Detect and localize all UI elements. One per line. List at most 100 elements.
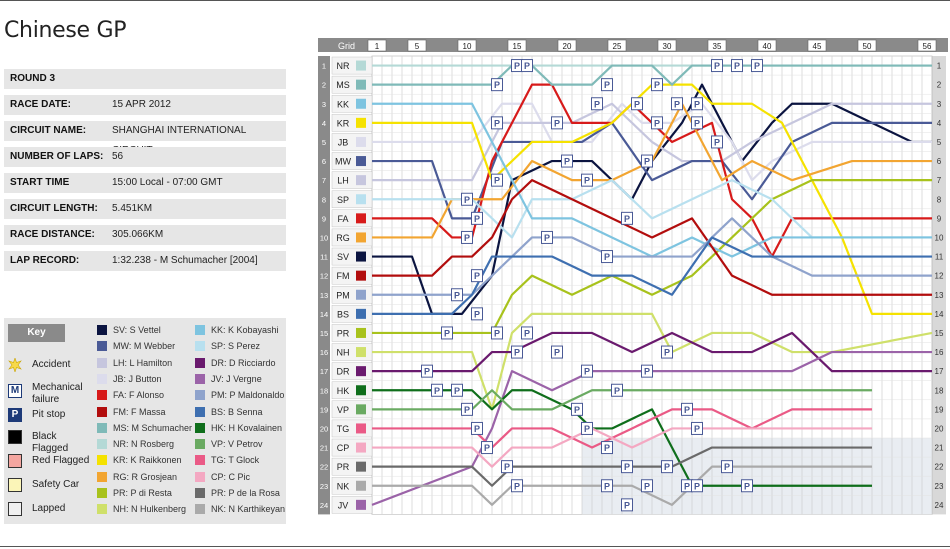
driver-color-swatch <box>97 504 107 515</box>
position-number-right: 23 <box>935 482 944 491</box>
info-row: CIRCUIT NAME:SHANGHAI INTERNATIONAL CIRC… <box>4 121 286 156</box>
pit-stop-marker <box>721 460 733 474</box>
pit-stop-marker <box>601 441 613 455</box>
grid-driver-code: DR <box>337 367 350 377</box>
pit-stop-marker <box>691 421 703 435</box>
driver-line-dr <box>372 331 932 373</box>
key-header: Key <box>8 324 65 342</box>
driver-line-pr <box>372 446 872 487</box>
driver-color-swatch <box>97 373 107 384</box>
bottom-rule <box>0 546 950 547</box>
grid-driver-code: MW <box>335 157 351 167</box>
driver-color-swatch <box>195 357 205 368</box>
info-label: NUMBER OF LAPS: <box>10 151 104 162</box>
pit-stop-glyph: P <box>584 176 590 186</box>
position-number-right: 2 <box>937 81 942 90</box>
pit-stop-marker <box>461 402 473 416</box>
pit-stop-marker <box>621 460 633 474</box>
driver-color-swatch <box>195 325 205 335</box>
pit-stop-marker <box>651 116 663 130</box>
driver-color-swatch <box>97 455 107 466</box>
pit-stop-glyph: P <box>584 367 590 377</box>
driver-line-fm <box>372 179 932 296</box>
race-info-table: ROUND 3 RACE DATE: 15 APR 2012 CIRCUIT NAME… <box>4 69 286 277</box>
pit-stop-marker <box>441 326 453 340</box>
position-number-left: 11 <box>320 253 328 262</box>
pit-stop-glyph: P <box>474 309 480 319</box>
lap-tick-label: 15 <box>513 42 522 51</box>
grid-driver-code: JB <box>338 137 349 147</box>
pit-stop-glyph: P <box>604 80 610 90</box>
driver-legend-label: NH: N Hulkenberg <box>113 504 187 515</box>
mechanical-failure-icon: M <box>8 384 22 398</box>
driver-line-pr <box>372 179 932 335</box>
position-number-right: 20 <box>935 424 944 433</box>
info-label: LAP RECORD: <box>10 255 80 266</box>
pit-stop-glyph: P <box>624 214 630 224</box>
info-row: RACE DATE: 15 APR 2012 <box>4 95 286 115</box>
pit-stop-marker <box>601 250 613 264</box>
pit-stop-marker <box>641 154 653 168</box>
grid-driver-code: SP <box>337 195 349 205</box>
grid-driver-code: SV <box>337 252 349 262</box>
key-item-label: Safety Car <box>32 479 80 490</box>
driver-color-swatch <box>195 390 205 401</box>
grid-driver-code: PR <box>337 328 350 338</box>
grid-driver-code: RG <box>336 233 350 243</box>
grid-driver-code: MS <box>336 80 350 90</box>
page-title: Chinese GP <box>4 18 127 43</box>
driver-color-swatch <box>97 325 107 335</box>
info-row: LAP RECORD: 1:32.238 - M Schumacher [2004… <box>4 251 286 271</box>
grid-driver-swatch <box>356 156 366 167</box>
position-number-right: 14 <box>935 310 944 319</box>
lap-tick-label: 20 <box>563 42 572 51</box>
driver-color-swatch <box>195 504 205 515</box>
driver-legend-label: RG: R Grosjean <box>113 471 178 482</box>
lapped-icon <box>8 502 22 516</box>
driver-legend-label: BS: B Senna <box>211 406 263 417</box>
lap-tick-box <box>857 39 877 52</box>
grid-driver-swatch <box>356 270 366 281</box>
grid-driver-code: LH <box>337 176 349 186</box>
pit-stop-glyph: P <box>644 481 650 491</box>
pit-stop-glyph: P <box>594 99 600 109</box>
driver-legend-label: DR: D Ricciardo <box>211 357 276 368</box>
driver-color-swatch <box>97 406 107 417</box>
grid-driver-code: KR <box>337 118 350 128</box>
grid-driver-code: PR <box>337 462 350 472</box>
grid-driver-code: BS <box>337 309 349 319</box>
info-label: ROUND 3 <box>10 73 56 84</box>
grid-driver-code: NK <box>337 481 350 491</box>
driver-legend-label: SV: S Vettel <box>113 325 161 335</box>
lap-tick-label: 45 <box>813 42 822 51</box>
pit-stop-marker <box>731 59 743 73</box>
pit-stop-glyph: P <box>674 99 680 109</box>
pit-stop-glyph: P <box>514 348 520 358</box>
safety-car-icon <box>8 478 22 492</box>
position-number-left: 21 <box>320 444 328 453</box>
accident-icon <box>8 357 22 373</box>
pit-stop-marker <box>621 211 633 225</box>
position-number-left: 13 <box>320 291 328 300</box>
pit-stop-glyph: P <box>654 80 660 90</box>
pit-stop-marker <box>711 59 723 73</box>
pit-stop-glyph: P <box>544 233 550 243</box>
pit-stop-marker <box>471 307 483 321</box>
pit-stop-glyph: P <box>514 481 520 491</box>
pit-stop-marker <box>491 326 503 340</box>
pit-stop-glyph: P <box>494 118 500 128</box>
grid-driver-swatch <box>356 404 366 415</box>
pit-stop-glyph: P <box>524 61 530 71</box>
pit-stop-marker <box>571 402 583 416</box>
lap-tick-label: 10 <box>463 42 472 51</box>
key-item-label: Mechanical failure <box>32 382 83 405</box>
key-item-label: Red Flagged <box>32 455 90 466</box>
lap-tick-box <box>757 39 777 52</box>
grid-driver-code: PM <box>336 290 350 300</box>
pit-stop-marker <box>711 135 723 149</box>
pit-stop-marker <box>651 78 663 92</box>
pit-stop-glyph: P <box>474 271 480 281</box>
pit-stop-glyph: P <box>604 481 610 491</box>
position-number-left: 7 <box>322 176 326 185</box>
position-number-left: 1 <box>322 62 326 71</box>
